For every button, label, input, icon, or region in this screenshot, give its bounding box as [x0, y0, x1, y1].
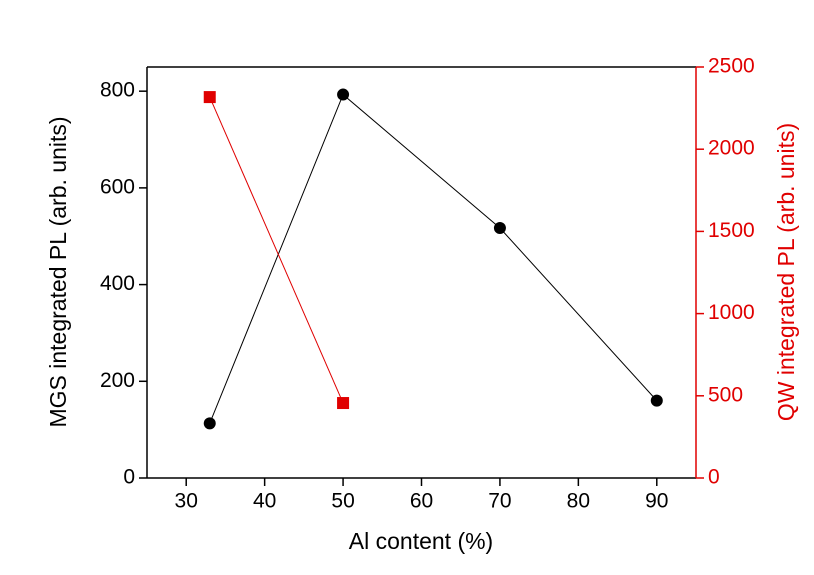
- marker: [650, 394, 663, 407]
- x-tick-label: 30: [175, 490, 198, 513]
- x-tick-label: 90: [645, 490, 668, 513]
- y2-tick-label: 0: [708, 466, 720, 489]
- x-tick-label: 60: [410, 490, 433, 513]
- y2-tick-label: 500: [708, 383, 743, 406]
- y-tick-label: 800: [100, 79, 135, 102]
- y2-tick-label: 1000: [708, 301, 755, 324]
- y-axis-label: MGS integrated PL (arb. units): [45, 116, 71, 427]
- series-line: [209, 96, 344, 404]
- series-line: [209, 93, 658, 424]
- marker: [493, 222, 506, 235]
- x-tick-label: 50: [331, 490, 354, 513]
- marker: [203, 91, 216, 104]
- x-tick-label: 40: [253, 490, 276, 513]
- y-tick-label: 600: [100, 175, 135, 198]
- y-tick-label: 400: [100, 272, 135, 295]
- x-tick-label: 70: [488, 490, 511, 513]
- y2-tick-label: 2000: [708, 137, 755, 160]
- y2-tick-label: 2500: [708, 55, 755, 78]
- marker: [337, 88, 350, 101]
- marker: [203, 417, 216, 430]
- y-tick-label: 0: [123, 466, 135, 489]
- x-axis-label: Al content (%): [349, 528, 493, 554]
- y-tick-label: 200: [100, 369, 135, 392]
- marker: [337, 397, 350, 410]
- y2-axis-label: QW integrated PL (arb. units): [773, 123, 799, 421]
- x-tick-label: 80: [567, 490, 590, 513]
- y2-tick-label: 1500: [708, 219, 755, 242]
